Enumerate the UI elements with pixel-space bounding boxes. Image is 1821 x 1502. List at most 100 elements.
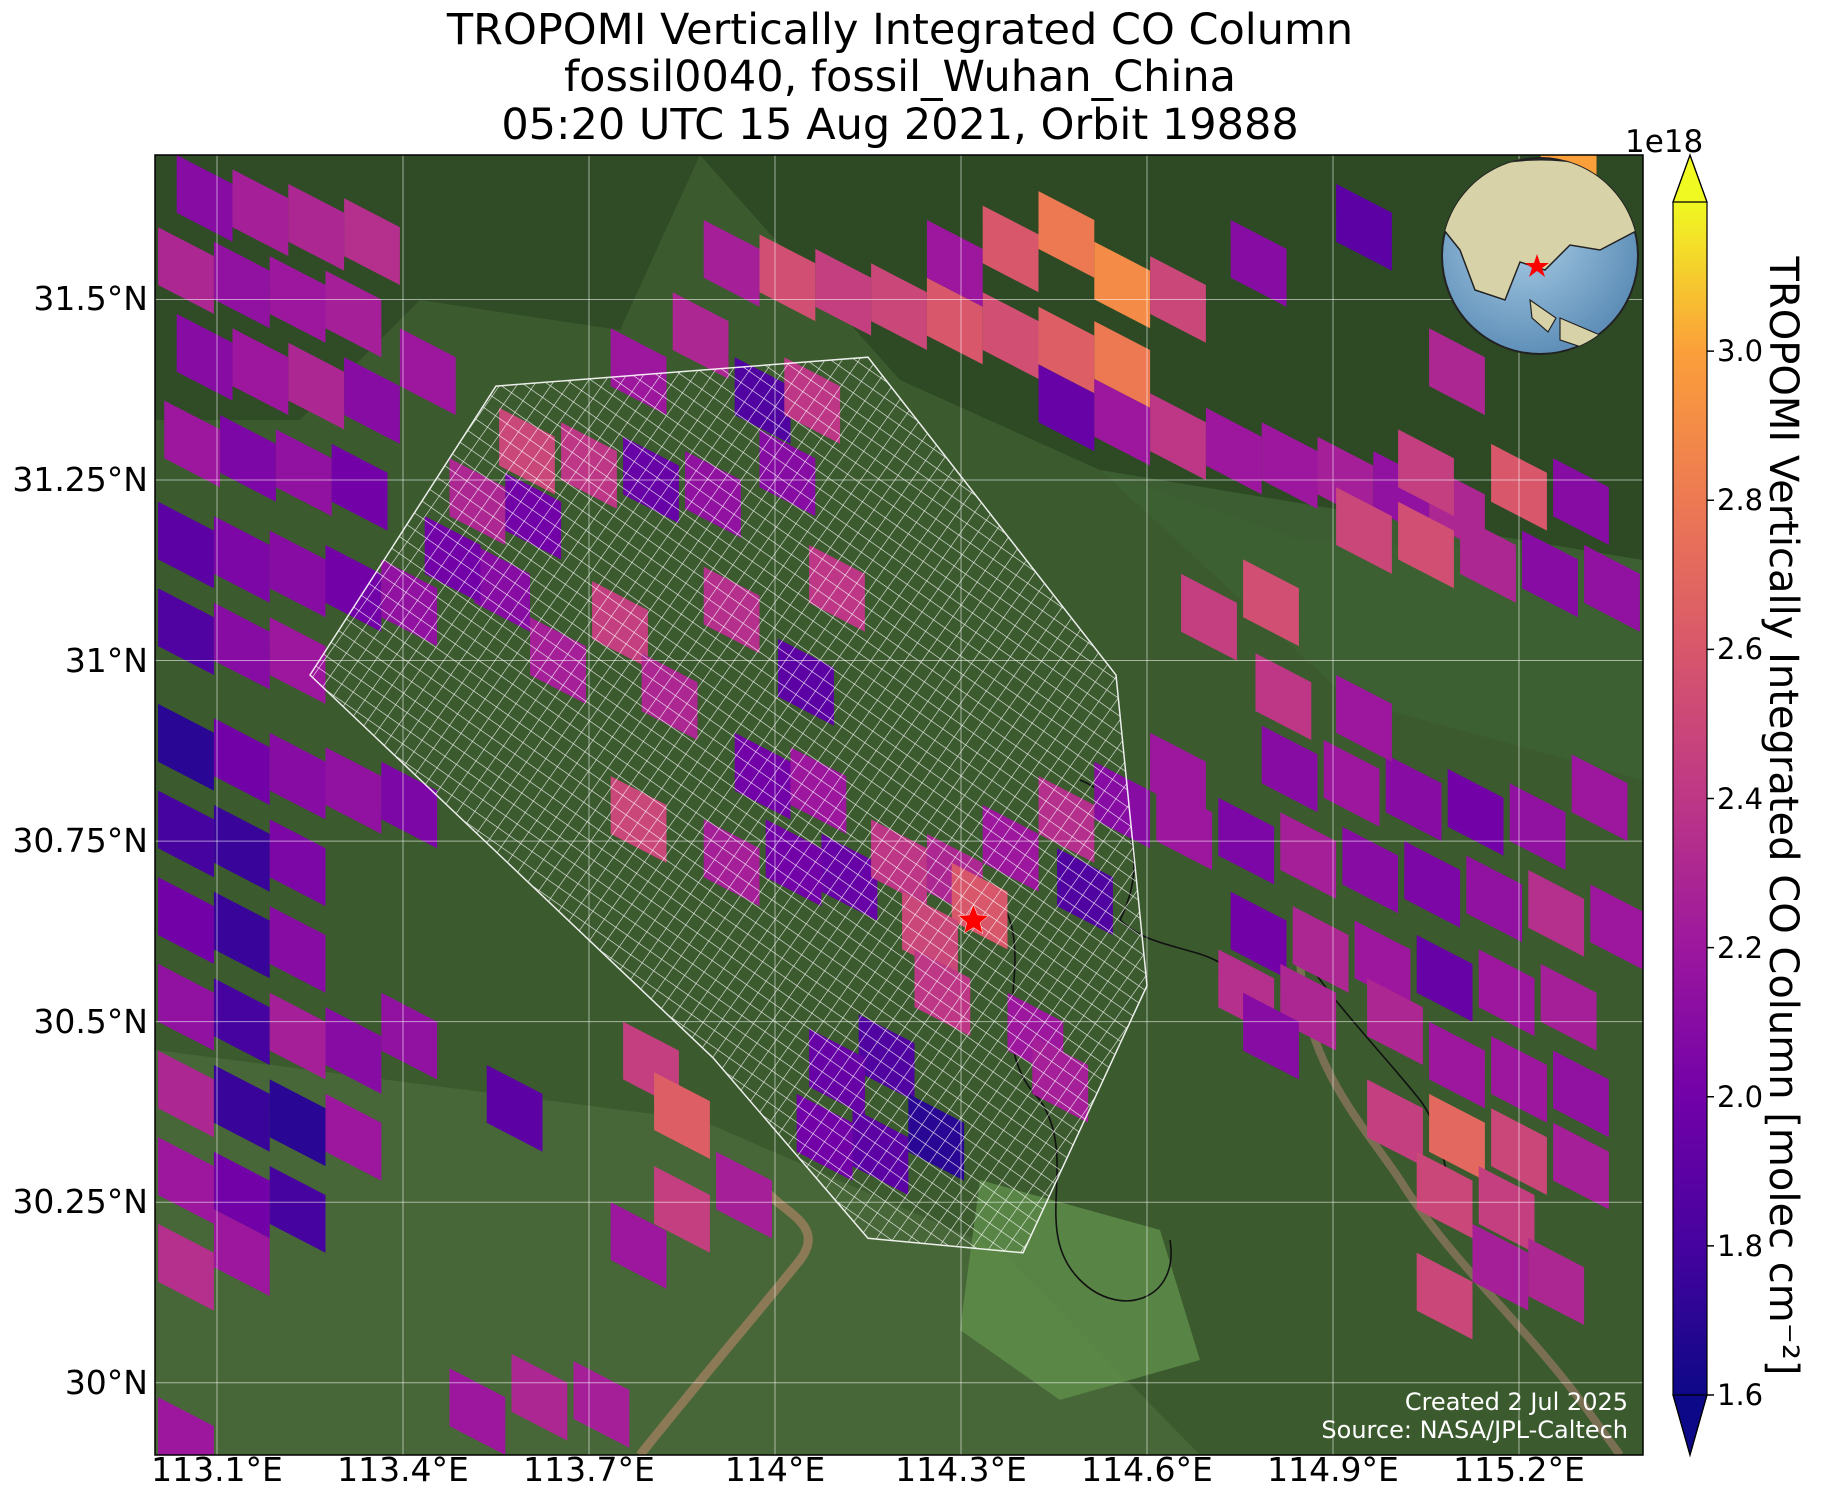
river bbox=[636, 1178, 813, 1455]
latitude-tick-label: 30.25°N bbox=[12, 1182, 148, 1222]
latitude-tick-label: 31°N bbox=[64, 640, 148, 680]
co-pixel bbox=[269, 906, 326, 993]
colorbar bbox=[1672, 153, 1714, 1458]
co-pixel bbox=[703, 220, 760, 307]
colorbar-ticks bbox=[1707, 350, 1714, 1396]
co-pixel bbox=[1447, 768, 1504, 856]
co-pixel bbox=[511, 1353, 568, 1441]
co-pixel bbox=[213, 891, 270, 979]
co-pixel bbox=[1038, 364, 1095, 452]
co-pixel bbox=[164, 400, 221, 488]
co-pixel bbox=[1571, 754, 1628, 842]
co-pixel bbox=[1429, 328, 1485, 415]
co-pixel bbox=[213, 1065, 270, 1152]
co-pixel bbox=[1354, 920, 1411, 1008]
co-pixel bbox=[1261, 725, 1318, 813]
co-pixel bbox=[672, 292, 729, 379]
co-pixel bbox=[1522, 530, 1578, 618]
co-pixel bbox=[158, 790, 214, 878]
colorbar-label: TROPOMI Vertically Integrated CO Column … bbox=[1760, 256, 1806, 1376]
co-pixel bbox=[1038, 306, 1095, 394]
co-pixel bbox=[1280, 812, 1337, 899]
colorbar-tick-label: 2.0 bbox=[1717, 1079, 1764, 1114]
colorbar-max-extension bbox=[1672, 153, 1708, 203]
co-pixel bbox=[213, 718, 270, 805]
co-pixel bbox=[158, 1397, 214, 1455]
colorbar-exponent: 1e18 bbox=[1625, 124, 1704, 160]
co-pixel bbox=[1478, 949, 1535, 1037]
longitude-tick-label: 114°E bbox=[724, 1450, 826, 1489]
longitude-tick-label: 114.6°E bbox=[1081, 1450, 1213, 1489]
co-pixel bbox=[1150, 393, 1206, 480]
co-pixel bbox=[1528, 870, 1585, 957]
co-pixel bbox=[288, 183, 345, 271]
co-pixel bbox=[213, 602, 270, 690]
co-pixel bbox=[1553, 1050, 1609, 1138]
colorbar-tick-label: 2.2 bbox=[1717, 930, 1764, 965]
co-pixel bbox=[449, 1368, 506, 1455]
co-pixel bbox=[381, 992, 438, 1080]
co-pixel bbox=[1429, 1021, 1485, 1109]
latitude-tick-label: 31.25°N bbox=[12, 460, 148, 499]
co-pixel bbox=[1292, 906, 1349, 993]
co-pixel bbox=[716, 1151, 772, 1239]
colorbar-tick-label: 3.0 bbox=[1717, 334, 1764, 369]
co-pixel bbox=[269, 530, 326, 618]
co-pixel bbox=[982, 205, 1039, 293]
co-pixel bbox=[158, 1223, 214, 1311]
co-pixel bbox=[1367, 1079, 1423, 1167]
co-pixel bbox=[982, 292, 1039, 379]
co-pixel bbox=[269, 992, 326, 1080]
co-pixel bbox=[1230, 220, 1287, 307]
co-pixel bbox=[213, 516, 270, 603]
co-pixel bbox=[486, 1065, 543, 1152]
co-pixel bbox=[1255, 653, 1312, 740]
co-pixel bbox=[158, 877, 214, 964]
created-date-text: Created 2 Jul 2025 bbox=[1404, 1388, 1628, 1416]
co-pixel bbox=[269, 1166, 326, 1253]
co-pixel bbox=[176, 313, 233, 401]
continent-shape bbox=[1529, 298, 1557, 333]
co-pixel bbox=[158, 1050, 214, 1138]
terrain-patch bbox=[155, 1050, 1200, 1455]
longitude-tick-label: 113.4°E bbox=[337, 1450, 469, 1489]
co-pixel bbox=[158, 501, 214, 589]
chart-title-line-2: fossil0040, fossil_Wuhan_China bbox=[564, 52, 1236, 102]
co-pixel bbox=[610, 1202, 667, 1289]
co-pixel bbox=[1094, 378, 1151, 466]
co-pixel bbox=[1478, 1166, 1535, 1253]
longitude-tick-label: 114.3°E bbox=[895, 1450, 1027, 1489]
globe-inset bbox=[1441, 157, 1639, 355]
co-pixel bbox=[325, 1007, 382, 1094]
colorbar-tick-label: 2.6 bbox=[1717, 632, 1764, 667]
longitude-tick-label: 114.9°E bbox=[1267, 1450, 1399, 1489]
co-pixel bbox=[213, 241, 270, 329]
co-pixel bbox=[158, 588, 214, 675]
latitude-tick-label: 30°N bbox=[64, 1362, 148, 1402]
co-pixel bbox=[1038, 191, 1095, 278]
co-pixel bbox=[331, 443, 388, 531]
co-pixel bbox=[1404, 841, 1461, 928]
colorbar-min-extension bbox=[1672, 1394, 1708, 1458]
co-pixel bbox=[1156, 783, 1213, 870]
co-pixel bbox=[275, 429, 332, 517]
co-pixel bbox=[213, 805, 270, 892]
co-pixel bbox=[158, 703, 214, 791]
co-pixel bbox=[1416, 1151, 1473, 1239]
co-pixel bbox=[1466, 855, 1523, 943]
co-pixel bbox=[1416, 1252, 1473, 1340]
co-pixel bbox=[1584, 545, 1640, 632]
co-pixel bbox=[815, 248, 872, 336]
graticule bbox=[155, 155, 1643, 1455]
co-pixel bbox=[325, 270, 382, 358]
co-pixel bbox=[325, 1093, 382, 1181]
co-pixel bbox=[1230, 891, 1287, 979]
co-pixel bbox=[213, 1151, 270, 1239]
co-pixel bbox=[654, 1166, 710, 1253]
co-pixel bbox=[871, 263, 927, 350]
co-pixel bbox=[1385, 754, 1442, 842]
chart-title-line-3: 05:20 UTC 15 Aug 2021, Orbit 19888 bbox=[501, 100, 1299, 150]
co-pixel bbox=[176, 155, 233, 242]
co-pixel bbox=[1540, 963, 1597, 1051]
